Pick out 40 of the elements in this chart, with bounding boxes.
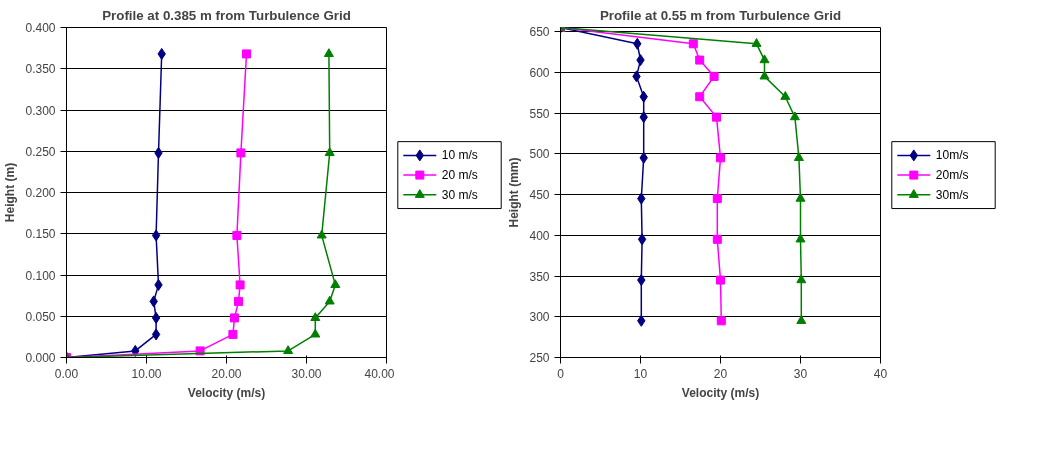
- y-tick-label: 500: [529, 147, 550, 162]
- legend-label: 20m/s: [935, 168, 969, 183]
- x-tick-label: 10: [633, 366, 648, 381]
- y-tick-label: 600: [529, 65, 550, 80]
- y-tick-label: 0.000: [25, 351, 56, 365]
- x-tick-label: 10.00: [131, 366, 162, 381]
- legend-label: 30m/s: [935, 187, 969, 202]
- chart-title: Profile at 0.385 m from Turbulence Grid: [102, 7, 351, 23]
- y-tick-label: 650: [529, 25, 550, 40]
- y-tick-label: 0.400: [25, 21, 56, 35]
- y-tick-label: 0.150: [25, 227, 56, 242]
- legend-label: 30 m/s: [441, 187, 478, 202]
- x-axis-title: Velocity (m/s): [681, 385, 760, 400]
- y-tick-label: 0.200: [25, 186, 56, 200]
- legend-label: 20 m/s: [441, 168, 478, 183]
- y-tick-label: 400: [529, 228, 550, 243]
- legend-label: 10 m/s: [441, 148, 478, 163]
- y-tick-label: 300: [529, 310, 550, 325]
- y-tick-label: 0.300: [25, 103, 56, 118]
- x-tick-label: 20.00: [211, 366, 242, 381]
- x-tick-label: 0: [557, 366, 565, 381]
- y-tick-label: 0.100: [25, 268, 56, 283]
- x-axis-title: Velocity (m/s): [187, 385, 266, 400]
- x-tick-label: 40.00: [364, 366, 395, 381]
- x-tick-label: 30: [793, 366, 808, 381]
- y-tick-label: 250: [529, 351, 550, 365]
- y-tick-label: 550: [529, 106, 550, 121]
- x-tick-label: 0.00: [54, 366, 79, 381]
- chart-title: Profile at 0.55 m from Turbulence Grid: [599, 7, 842, 23]
- x-tick-label: 40: [873, 366, 888, 381]
- legend-label: 10m/s: [935, 148, 969, 163]
- x-tick-label: 20: [713, 366, 728, 381]
- y-tick-label: 450: [529, 188, 550, 203]
- y-tick-label: 350: [529, 269, 550, 284]
- y-axis-title: Height (m): [3, 162, 18, 223]
- y-tick-label: 0.250: [25, 144, 56, 159]
- y-axis-title: Height (mm): [507, 157, 522, 228]
- y-tick-label: 0.350: [25, 62, 56, 77]
- y-tick-label: 0.050: [25, 309, 56, 324]
- x-tick-label: 30.00: [291, 366, 322, 381]
